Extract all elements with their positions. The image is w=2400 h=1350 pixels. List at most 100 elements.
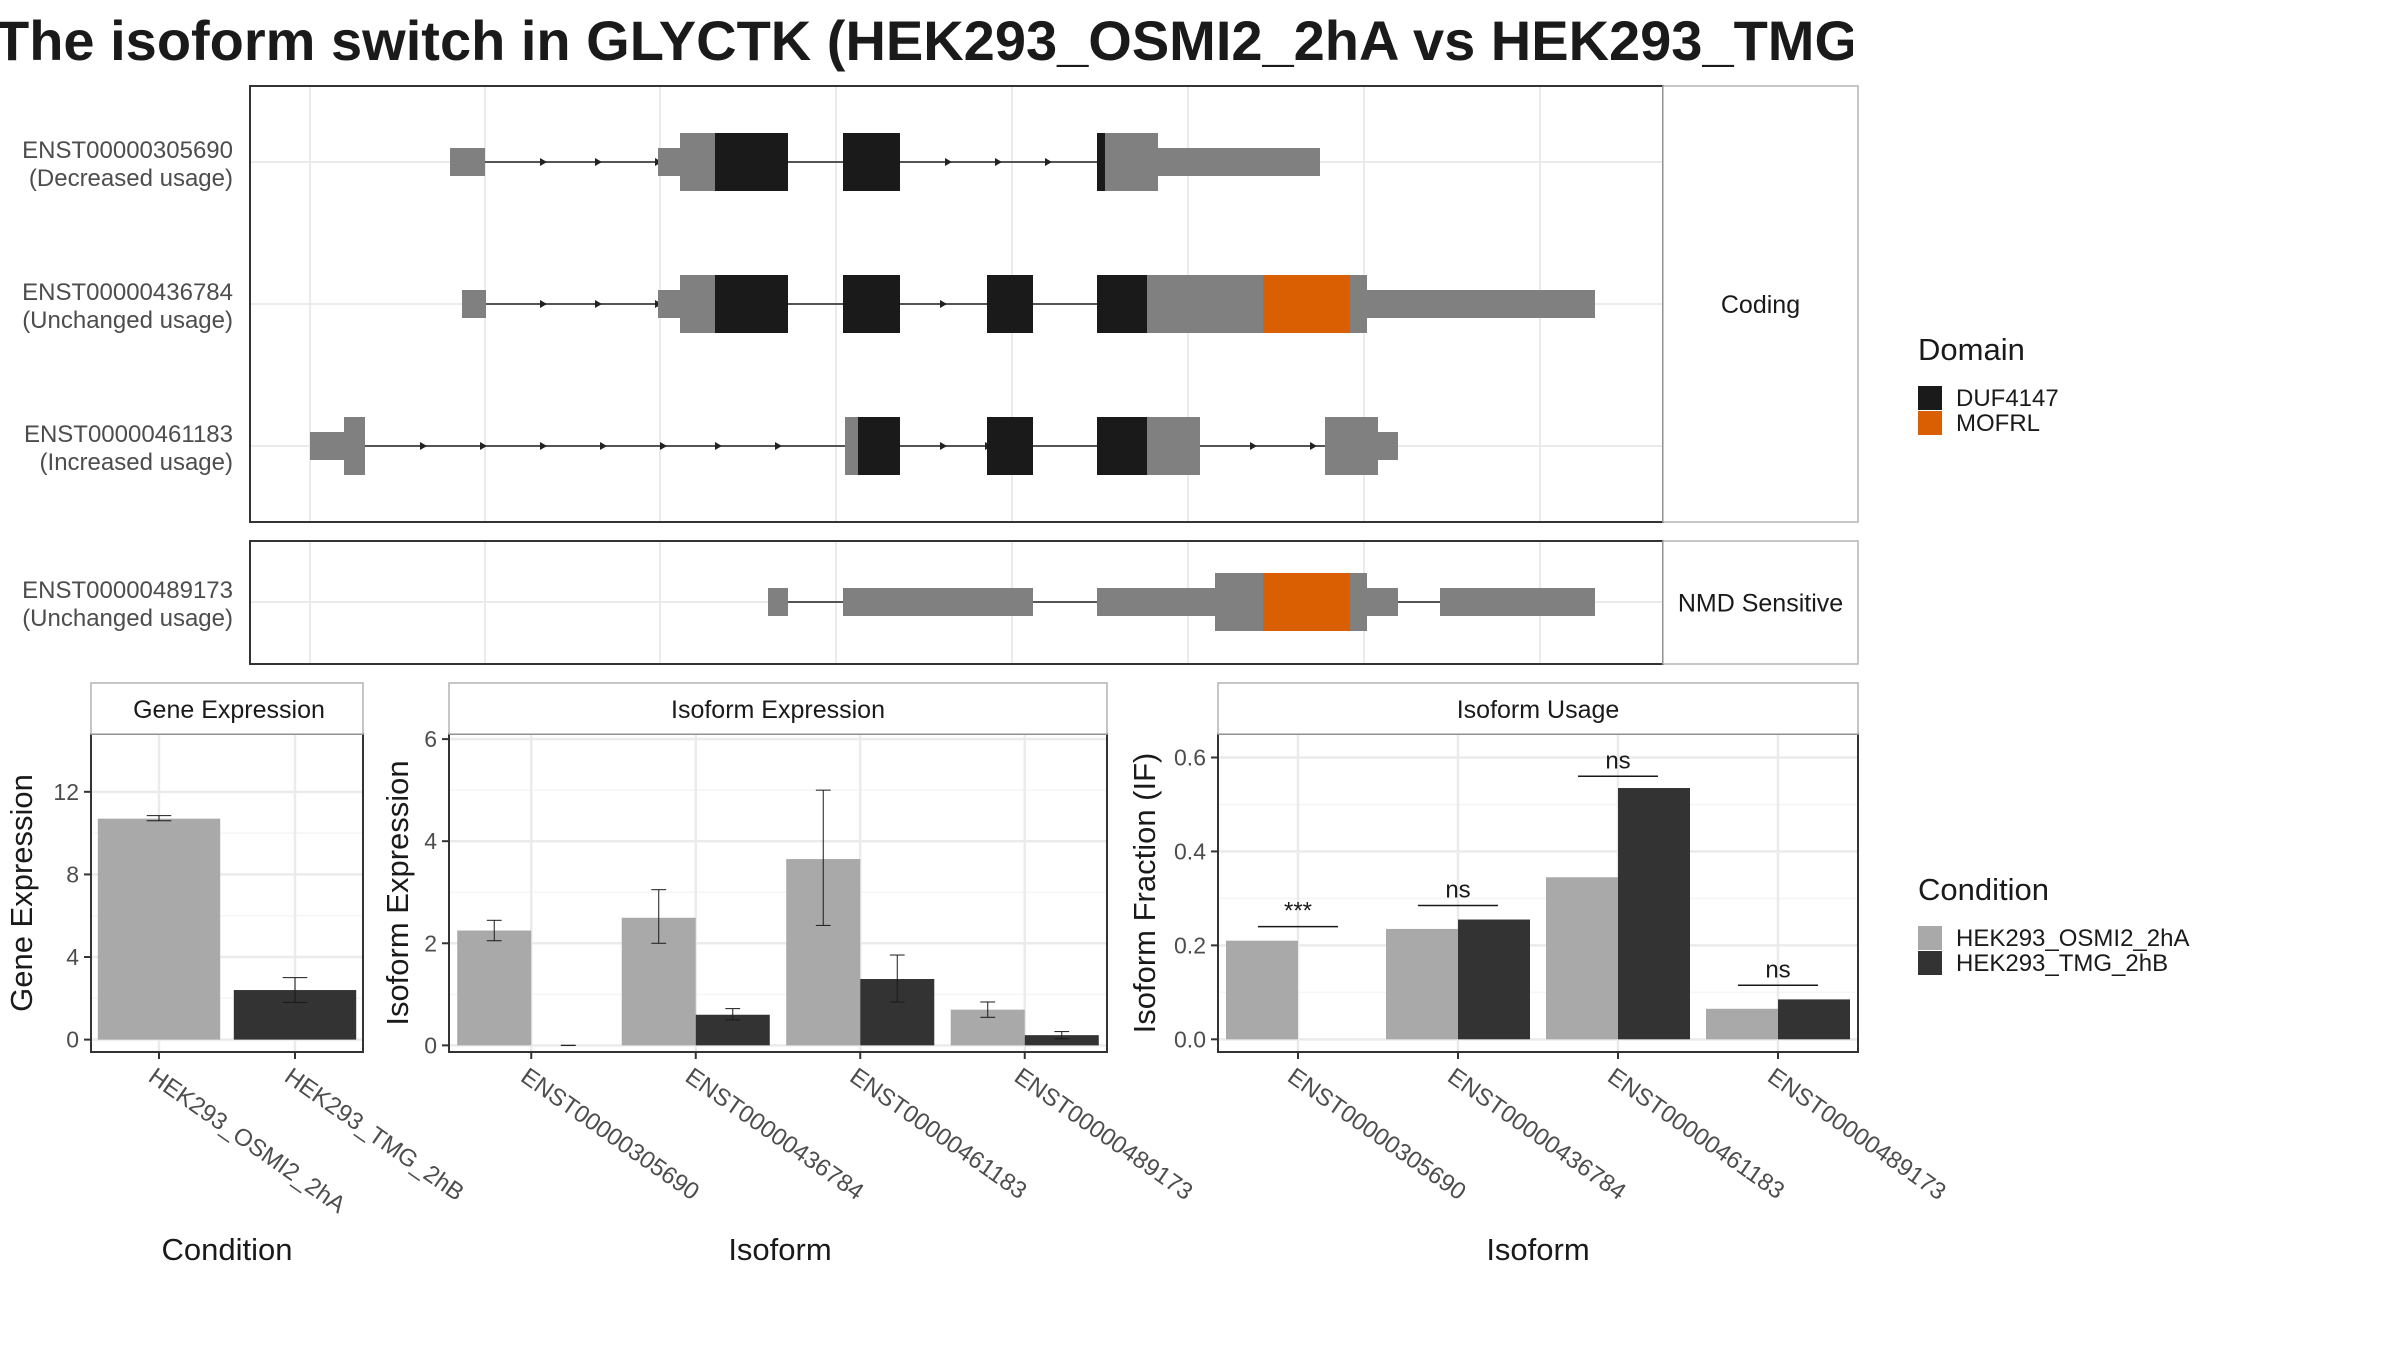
bar-panel [449, 734, 1107, 1052]
domain-legend-key [1918, 386, 1942, 410]
exon-utr [768, 588, 788, 616]
transcript-id-label: ENST00000436784 [22, 279, 233, 306]
domain-mofrl [1263, 275, 1350, 333]
intron-direction-arrow [595, 300, 602, 308]
series-bar [1386, 928, 1458, 1040]
domain-legend-key [1918, 411, 1942, 435]
exon-utr [1440, 588, 1595, 616]
bar-panel-title: Isoform Usage [1457, 696, 1620, 724]
y-axis-title: Isoform Expression [380, 760, 415, 1025]
condition-legend-label: HEK293_TMG_2hB [1956, 950, 2168, 977]
exon-coding [344, 417, 365, 475]
bar-panel-title: Gene Expression [133, 696, 325, 724]
exon-coding [680, 275, 715, 333]
domain-duf [1097, 133, 1105, 191]
main-title: The isoform switch in GLYCTK (HEK293_OSM… [0, 9, 1853, 72]
exon-coding [1147, 417, 1200, 475]
y-tick-label: 8 [66, 861, 79, 887]
transcript-usage-label: (Increased usage) [40, 449, 233, 476]
structure-facet-strip [1662, 540, 1859, 665]
significance-label: *** [1284, 898, 1312, 925]
domain-duf [715, 133, 788, 191]
intron-direction-arrow [540, 158, 547, 166]
intron-direction-arrow [660, 442, 667, 450]
transcript-id-label: ENST00000489173 [22, 577, 233, 604]
series-bar [1706, 1008, 1778, 1040]
intron-direction-arrow [420, 442, 427, 450]
domain-legend-label: DUF4147 [1956, 385, 2059, 412]
exon-utr [1367, 290, 1595, 318]
x-axis-title: Condition [162, 1232, 293, 1267]
domain-duf [987, 417, 1033, 475]
bar-panel-title: Isoform Expression [671, 696, 885, 724]
transcript-usage-label: (Unchanged usage) [22, 605, 233, 632]
x-tick-label: ENST00000461183 [845, 1063, 1032, 1205]
exon-utr [1378, 432, 1398, 460]
exon-utr [1367, 588, 1398, 616]
intron-direction-arrow [540, 300, 547, 308]
bar-panel [1218, 734, 1858, 1052]
intron-direction-arrow [940, 300, 947, 308]
y-tick-label: 4 [66, 944, 79, 970]
structure-facet-label: NMD Sensitive [1678, 590, 1843, 618]
exon-utr [658, 290, 680, 318]
transcript-id-label: ENST00000305690 [22, 137, 233, 164]
series-bar [1618, 788, 1690, 1040]
series-bar [1778, 999, 1850, 1040]
intron-direction-arrow [775, 442, 782, 450]
intron-direction-arrow [540, 442, 547, 450]
exon-coding [1215, 573, 1263, 631]
exon-utr [462, 290, 486, 318]
condition-legend-title: Condition [1918, 872, 2049, 907]
series-bar [1546, 877, 1618, 1040]
bar-panel-strip [1217, 682, 1859, 735]
y-tick-label: 4 [424, 828, 437, 854]
series-bar [457, 930, 532, 1046]
y-tick-label: 0.0 [1174, 1026, 1206, 1052]
exon-coding [1350, 573, 1367, 631]
x-axis-title: Isoform [728, 1232, 831, 1267]
exon-coding [1325, 417, 1378, 475]
y-axis-title: Gene Expression [4, 774, 39, 1012]
significance-label: ns [1445, 876, 1470, 903]
x-tick-label: ENST00000489173 [1763, 1063, 1951, 1206]
exon-utr [843, 588, 1033, 616]
y-tick-label: 12 [53, 779, 79, 805]
intron-direction-arrow [1310, 442, 1317, 450]
intron-direction-arrow [1045, 158, 1052, 166]
y-tick-label: 0 [66, 1027, 79, 1053]
domain-duf [1097, 417, 1147, 475]
domain-duf [843, 133, 900, 191]
y-tick-label: 0.6 [1174, 744, 1206, 770]
exon-coding [1105, 133, 1158, 191]
structure-facet-label: Coding [1721, 291, 1800, 319]
domain-duf [843, 275, 900, 333]
bar-panel-strip [90, 682, 364, 735]
intron-direction-arrow [480, 442, 487, 450]
transcript-usage-label: (Decreased usage) [29, 165, 233, 192]
condition-legend-key [1918, 926, 1942, 950]
y-tick-label: 0.4 [1174, 838, 1206, 864]
exon-utr [310, 432, 344, 460]
exon-coding [845, 417, 858, 475]
y-tick-label: 0 [424, 1032, 437, 1058]
condition-legend-key [1918, 951, 1942, 975]
domain-legend-title: Domain [1918, 332, 2025, 367]
domain-legend-label: MOFRL [1956, 410, 2040, 437]
domain-duf [715, 275, 788, 333]
series-bar [1024, 1035, 1099, 1046]
intron-direction-arrow [940, 442, 947, 450]
intron-direction-arrow [945, 158, 952, 166]
exon-utr [1097, 588, 1215, 616]
expression-bar [97, 818, 221, 1040]
intron-direction-arrow [600, 442, 607, 450]
domain-mofrl [1263, 573, 1350, 631]
exon-utr [658, 148, 680, 176]
domain-duf [987, 275, 1033, 333]
intron-direction-arrow [715, 442, 722, 450]
intron-direction-arrow [995, 158, 1002, 166]
series-bar [1458, 919, 1530, 1040]
y-tick-label: 0.2 [1174, 932, 1206, 958]
